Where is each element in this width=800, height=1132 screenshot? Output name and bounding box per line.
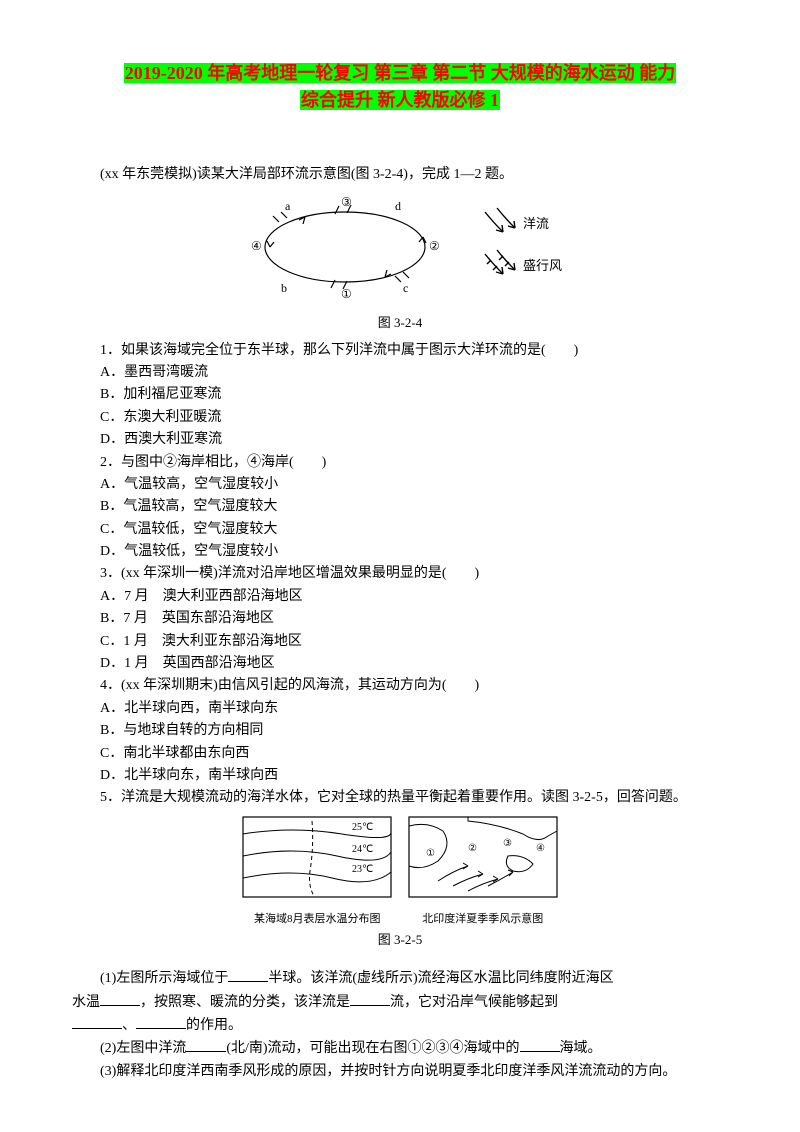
fill-blank[interactable]	[186, 1037, 226, 1052]
fig2-right-caption: 北印度洋夏季季风示意图	[402, 911, 564, 929]
svg-text:④: ④	[536, 843, 545, 854]
fill-blank[interactable]	[136, 1014, 186, 1029]
svg-text:③: ③	[341, 195, 352, 209]
question-5-1-cont2: 、的作用。	[72, 1014, 728, 1037]
fill-blank[interactable]	[520, 1037, 560, 1052]
title-line-1: 2019-2020 年高考地理一轮复习 第三章 第二节 大规模的海水运动 能力	[124, 63, 677, 83]
fill-blank[interactable]	[100, 991, 140, 1006]
question-5-1: (1)左图所示海域位于半球。该洋流(虚线所示)流经海区水温比同纬度附近海区	[72, 967, 728, 990]
svg-text:c: c	[403, 281, 408, 295]
q4-opt-c: C．南北半球都由东向西	[72, 743, 728, 765]
question-3: 3．(xx 年深圳一模)洋流对沿岸地区增温效果最明显的是( )	[72, 563, 728, 585]
svg-text:盛行风: 盛行风	[523, 258, 562, 273]
q4-opt-a: A．北半球向西，南半球向东	[72, 698, 728, 720]
intro-text-1: (xx 年东莞模拟)读某大洋局部环流示意图(图 3-2-4)，完成 1—2 题。	[72, 164, 728, 186]
figure-1-caption: 图 3-2-4	[72, 313, 728, 334]
q4-opt-d: D．北半球向东，南半球向西	[72, 765, 728, 787]
q4-opt-b: B．与地球自转的方向相同	[72, 720, 728, 742]
q5-intro-text: 5．洋流是大规模流动的海洋水体，它对全球的热量平衡起着重要作用。读图 3-2-5…	[100, 790, 687, 805]
question-4: 4．(xx 年深圳期末)由信风引起的风海流，其运动方向为( )	[72, 675, 728, 697]
q2-opt-a: A．气温较高，空气湿度较小	[72, 474, 728, 496]
question-5-3: (3)解释北印度洋西南季风形成的原因，并按时针方向说明夏季北印度洋季风洋流流动的…	[72, 1061, 728, 1083]
fill-blank[interactable]	[350, 991, 390, 1006]
figure-2-caption: 图 3-2-5	[72, 930, 728, 951]
question-1: 1．如果该海域完全位于东半球，那么下列洋流中属于图示大洋环流的是( )	[72, 340, 728, 362]
document-page: 2019-2020 年高考地理一轮复习 第三章 第二节 大规模的海水运动 能力 …	[0, 0, 800, 1123]
q1-opt-a: A．墨西哥湾暖流	[72, 362, 728, 384]
figure-2: 25℃ 24℃ 23℃ 某海域8月表层水温分布图 ①	[72, 816, 728, 951]
question-5-1-cont: 水温，按照寒、暖流的分类，该洋流是流，它对沿岸气候能够起到	[72, 991, 728, 1014]
q1-opt-b: B．加利福尼亚寒流	[72, 384, 728, 406]
svg-text:25℃: 25℃	[352, 822, 373, 833]
q3-opt-c: C．1 月 澳大利亚东部沿海地区	[72, 631, 728, 653]
q3-opt-d: D．1 月 英国西部沿海地区	[72, 653, 728, 675]
svg-text:24℃: 24℃	[352, 844, 373, 855]
question-5-intro: 5．洋流是大规模流动的海洋水体，它对全球的热量平衡起着重要作用。读图 3-2-5…	[72, 787, 728, 809]
question-2: 2．与图中②海岸相比，④海岸( )	[72, 452, 728, 474]
svg-text:②: ②	[429, 239, 440, 253]
q1-opt-c: C．东澳大利亚暖流	[72, 407, 728, 429]
svg-text:②: ②	[468, 843, 477, 854]
q2-opt-c: C．气温较低，空气湿度较大	[72, 519, 728, 541]
figure-1: a d b c ③ ② ① ④ 洋流 盛行	[72, 192, 728, 333]
question-5-2: (2)左图中洋流(北/南)流动，可能出现在右图①②③④海域中的海域。	[72, 1037, 728, 1060]
q2-opt-d: D．气温较低，空气湿度较小	[72, 541, 728, 563]
title-line-2: 综合提升 新人教版必修 1	[300, 90, 500, 110]
svg-text:a: a	[285, 199, 291, 213]
svg-text:③: ③	[503, 838, 512, 849]
q3-opt-b: B．7 月 英国东部沿海地区	[72, 608, 728, 630]
svg-text:①: ①	[341, 287, 352, 301]
q2-opt-b: B．气温较高，空气湿度较大	[72, 496, 728, 518]
q1-opt-d: D．西澳大利亚寒流	[72, 429, 728, 451]
svg-text:洋流: 洋流	[523, 216, 549, 231]
svg-text:b: b	[281, 281, 287, 295]
q3-opt-a: A．7 月 澳大利亚西部沿海地区	[72, 586, 728, 608]
svg-text:d: d	[395, 199, 401, 213]
svg-text:①: ①	[426, 848, 435, 859]
fill-blank[interactable]	[72, 1014, 122, 1029]
page-title: 2019-2020 年高考地理一轮复习 第三章 第二节 大规模的海水运动 能力 …	[72, 60, 728, 114]
svg-text:23℃: 23℃	[352, 864, 373, 875]
svg-text:④: ④	[251, 239, 262, 253]
fig2-left-caption: 某海域8月表层水温分布图	[236, 911, 398, 929]
fill-blank[interactable]	[228, 967, 268, 982]
